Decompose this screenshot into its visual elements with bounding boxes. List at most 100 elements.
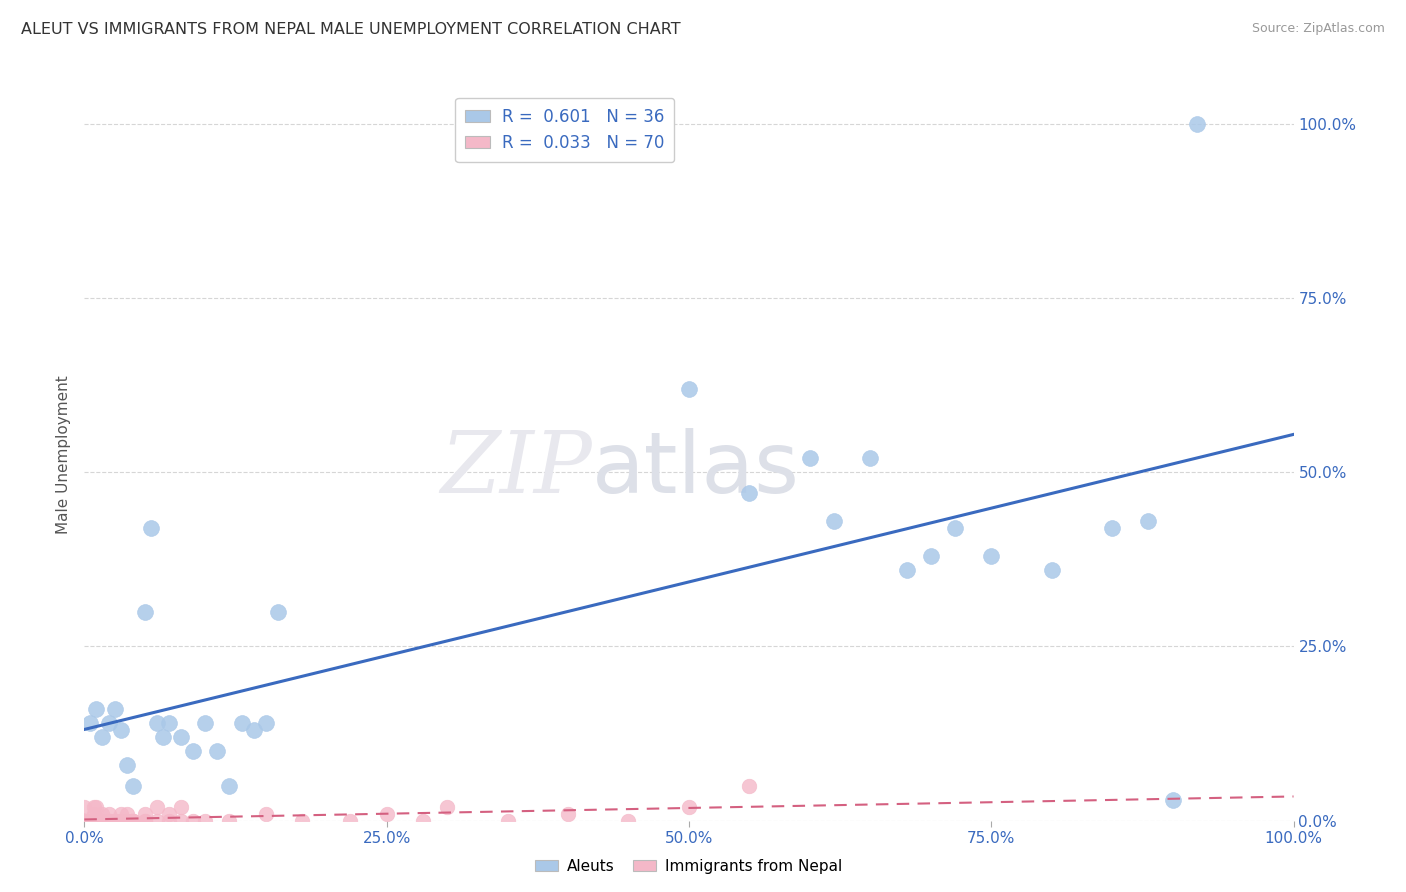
Legend: R =  0.601   N = 36, R =  0.033   N = 70: R = 0.601 N = 36, R = 0.033 N = 70 (456, 97, 675, 161)
Point (557, 806, 579, 821)
Point (97, 814, 120, 828)
Point (97, 806, 120, 821)
Point (73, 814, 96, 828)
Point (1040, 563, 1063, 577)
Point (181, 814, 204, 828)
Point (1161, 793, 1184, 807)
Point (79, 814, 101, 828)
Point (83, 806, 105, 821)
Point (115, 814, 138, 828)
Point (896, 563, 918, 577)
Point (134, 806, 156, 821)
Point (218, 814, 240, 828)
Point (110, 806, 132, 821)
Point (146, 716, 169, 731)
Point (267, 605, 290, 619)
Point (79, 814, 101, 828)
Text: ZIP: ZIP (440, 428, 592, 511)
Point (678, 382, 700, 396)
Point (115, 758, 138, 772)
Point (617, 814, 640, 828)
Point (170, 814, 193, 828)
Point (254, 716, 277, 731)
Point (73, 814, 96, 828)
Point (83, 814, 105, 828)
Point (738, 779, 761, 793)
Point (242, 723, 264, 737)
Point (97, 814, 120, 828)
Point (436, 799, 458, 814)
Point (157, 814, 180, 828)
Point (110, 723, 132, 737)
Point (157, 716, 180, 731)
Point (73, 814, 96, 828)
Point (104, 814, 127, 828)
Point (181, 744, 204, 758)
Point (79, 814, 101, 828)
Point (73, 814, 96, 828)
Point (97, 814, 120, 828)
Point (799, 451, 821, 466)
Point (97, 814, 120, 828)
Point (97, 716, 120, 731)
Point (79, 814, 101, 828)
Point (738, 486, 761, 500)
Point (73, 814, 96, 828)
Point (83, 799, 105, 814)
Point (291, 814, 314, 828)
Point (412, 814, 434, 828)
Point (73, 814, 96, 828)
Point (121, 814, 143, 828)
Point (980, 549, 1002, 563)
Point (1137, 514, 1160, 528)
Point (943, 521, 966, 535)
Point (823, 514, 845, 528)
Legend: Aleuts, Immigrants from Nepal: Aleuts, Immigrants from Nepal (529, 853, 849, 880)
Point (79, 814, 101, 828)
Point (231, 716, 253, 731)
Point (104, 702, 127, 716)
Point (157, 806, 180, 821)
Point (73, 814, 96, 828)
Point (920, 549, 942, 563)
Point (859, 451, 882, 466)
Point (678, 799, 700, 814)
Point (91, 814, 114, 828)
Point (170, 799, 193, 814)
Point (86, 814, 108, 828)
Point (170, 730, 193, 744)
Point (86, 814, 108, 828)
Point (104, 814, 127, 828)
Point (115, 806, 138, 821)
Text: ALEUT VS IMMIGRANTS FROM NEPAL MALE UNEMPLOYMENT CORRELATION CHART: ALEUT VS IMMIGRANTS FROM NEPAL MALE UNEM… (21, 22, 681, 37)
Point (134, 814, 156, 828)
Point (73, 799, 96, 814)
Point (146, 814, 169, 828)
Point (115, 814, 138, 828)
Point (254, 806, 277, 821)
Point (339, 814, 361, 828)
Point (207, 744, 229, 758)
Point (121, 814, 143, 828)
Point (218, 779, 240, 793)
Point (79, 716, 101, 731)
Text: atlas: atlas (592, 428, 800, 511)
Point (73, 814, 96, 828)
Point (121, 779, 143, 793)
Point (194, 716, 217, 731)
Point (91, 814, 114, 828)
Point (121, 814, 143, 828)
Point (86, 702, 108, 716)
Point (91, 730, 114, 744)
Point (110, 814, 132, 828)
Point (110, 814, 132, 828)
Y-axis label: Male Unemployment: Male Unemployment (56, 376, 72, 534)
Point (134, 814, 156, 828)
Point (375, 806, 398, 821)
Point (83, 814, 105, 828)
Point (152, 730, 174, 744)
Point (86, 814, 108, 828)
Point (73, 814, 96, 828)
Point (91, 814, 114, 828)
Point (79, 814, 101, 828)
